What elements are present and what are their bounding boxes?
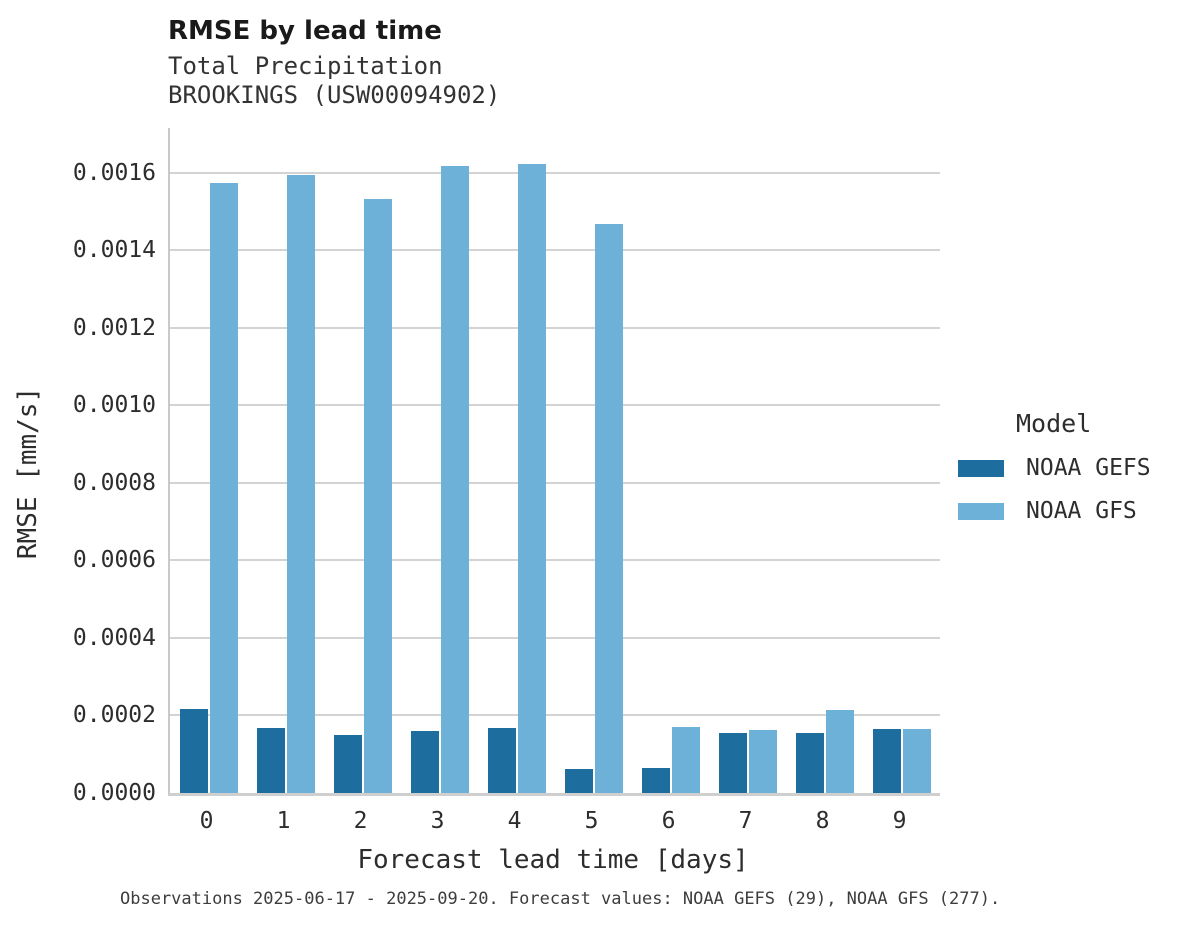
legend-swatch-icon: [958, 459, 1004, 477]
x-tick-label-4: 4: [507, 808, 522, 834]
y-tick-label-0.0004: 0.0004: [72, 624, 156, 651]
legend-item-noaa-gfs: NOAA GFS: [958, 498, 1178, 524]
bar-noaa-gefs-lead-8: [796, 733, 824, 793]
bar-noaa-gfs-lead-8: [826, 710, 854, 793]
chart-subtitle-station: BROOKINGS (USW00094902): [168, 81, 501, 109]
x-tick-label-6: 6: [661, 808, 676, 834]
bar-noaa-gfs-lead-3: [441, 166, 469, 793]
gridline-y-0.0008: [170, 481, 940, 484]
x-tick-label-0: 0: [199, 808, 214, 834]
bar-noaa-gefs-lead-9: [873, 729, 901, 793]
bar-noaa-gfs-lead-4: [518, 164, 546, 793]
chart-title: RMSE by lead time: [168, 16, 442, 46]
gridline-y-0.0004: [170, 636, 940, 639]
plot-area: [168, 128, 940, 796]
x-tick-label-1: 1: [276, 808, 291, 834]
gridline-y-0.0014: [170, 249, 940, 252]
bar-noaa-gfs-lead-0: [210, 183, 238, 793]
y-tick-label-0.0016: 0.0016: [72, 159, 156, 186]
gridline-y-0.0006: [170, 559, 940, 562]
x-tick-label-5: 5: [584, 808, 599, 834]
gridline-y-0.0016: [170, 171, 940, 174]
bar-noaa-gfs-lead-2: [364, 199, 392, 793]
x-tick-label-2: 2: [353, 808, 368, 834]
chart-subtitle-variable: Total Precipitation: [168, 52, 443, 80]
legend-label: NOAA GFS: [1026, 498, 1137, 524]
y-tick-label-0.0010: 0.0010: [72, 392, 156, 419]
chart-caption: Observations 2025-06-17 - 2025-09-20. Fo…: [120, 889, 1001, 909]
legend-title: Model: [1016, 409, 1092, 438]
y-tick-label-0.0006: 0.0006: [72, 547, 156, 574]
x-tick-label-8: 8: [815, 808, 830, 834]
bar-noaa-gefs-lead-6: [642, 768, 670, 793]
bar-noaa-gefs-lead-3: [411, 731, 439, 793]
bar-noaa-gfs-lead-5: [595, 224, 623, 793]
legend: Model NOAA GEFS NOAA GFS: [958, 410, 1178, 524]
y-tick-label-0.0014: 0.0014: [72, 237, 156, 264]
x-axis-title: Forecast lead time [days]: [357, 845, 749, 875]
legend-items: NOAA GEFS NOAA GFS: [958, 455, 1178, 524]
title-block: RMSE by lead time Total Precipitation BR…: [168, 16, 500, 110]
bar-noaa-gefs-lead-5: [565, 769, 593, 793]
x-tick-label-9: 9: [892, 808, 907, 834]
bar-noaa-gfs-lead-9: [903, 729, 931, 793]
gridline-y-0.0010: [170, 404, 940, 407]
gridline-y-0.0002: [170, 714, 940, 717]
y-tick-label-0.0002: 0.0002: [72, 702, 156, 729]
y-tick-label-0.0008: 0.0008: [72, 469, 156, 496]
bar-noaa-gfs-lead-7: [749, 730, 777, 793]
y-tick-label-0.0012: 0.0012: [72, 314, 156, 341]
legend-label: NOAA GEFS: [1026, 455, 1151, 481]
bar-noaa-gefs-lead-1: [257, 728, 285, 793]
x-tick-label-3: 3: [430, 808, 445, 834]
legend-swatch-icon: [958, 502, 1004, 520]
gridline-y-0.0012: [170, 326, 940, 329]
x-tick-label-7: 7: [738, 808, 753, 834]
bar-noaa-gfs-lead-6: [672, 727, 700, 793]
bar-noaa-gfs-lead-1: [287, 175, 315, 793]
bar-noaa-gefs-lead-2: [334, 735, 362, 793]
bar-noaa-gefs-lead-0: [180, 709, 208, 793]
y-tick-label-0.0000: 0.0000: [72, 780, 156, 806]
bar-noaa-gefs-lead-7: [719, 733, 747, 793]
legend-item-noaa-gefs: NOAA GEFS: [958, 455, 1178, 481]
bar-noaa-gefs-lead-4: [488, 728, 516, 793]
